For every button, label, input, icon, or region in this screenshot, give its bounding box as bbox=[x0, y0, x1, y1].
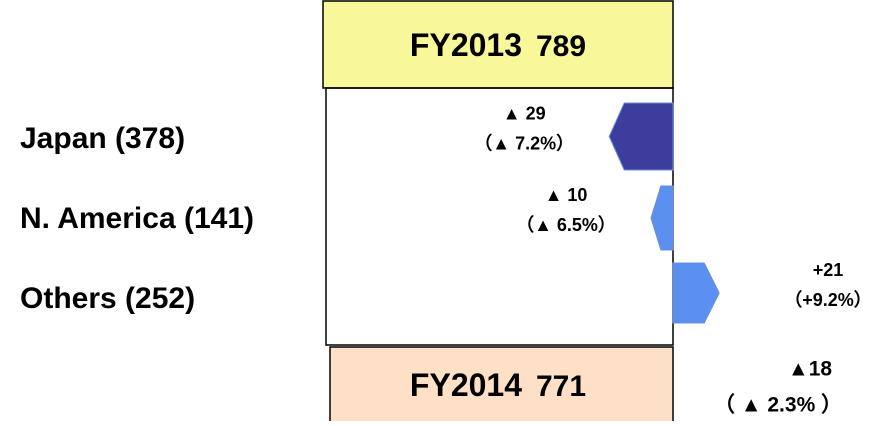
change-arrow bbox=[672, 262, 720, 324]
category-label: Others (252) bbox=[20, 282, 195, 315]
start-value: 789 bbox=[536, 30, 586, 63]
percent-label: （▲ 6.5%） bbox=[516, 215, 616, 235]
percent-label: （▲ 7.2%） bbox=[474, 133, 574, 153]
end-box bbox=[329, 346, 674, 426]
end-label: FY2014 bbox=[410, 367, 522, 403]
value-label: +21 bbox=[813, 260, 844, 280]
percent-label: （+9.2%） bbox=[784, 290, 872, 310]
category-label: N. America (141) bbox=[20, 202, 254, 235]
value-label: ▲ 10 bbox=[545, 185, 588, 205]
category-label: Japan (378) bbox=[20, 122, 185, 155]
start-box bbox=[322, 0, 674, 89]
change-arrow bbox=[608, 102, 674, 171]
end-title: FY2014 771 bbox=[410, 367, 586, 403]
change-arrow bbox=[650, 185, 674, 251]
total-percent-label: （ ▲ 2.3% ） bbox=[714, 393, 842, 417]
end-value: 771 bbox=[536, 370, 586, 403]
value-label: ▲ 29 bbox=[503, 103, 546, 123]
total-change-label: ▲18 bbox=[788, 358, 832, 381]
start-label: FY2013 bbox=[410, 27, 522, 63]
start-title: FY2013 789 bbox=[410, 27, 586, 63]
